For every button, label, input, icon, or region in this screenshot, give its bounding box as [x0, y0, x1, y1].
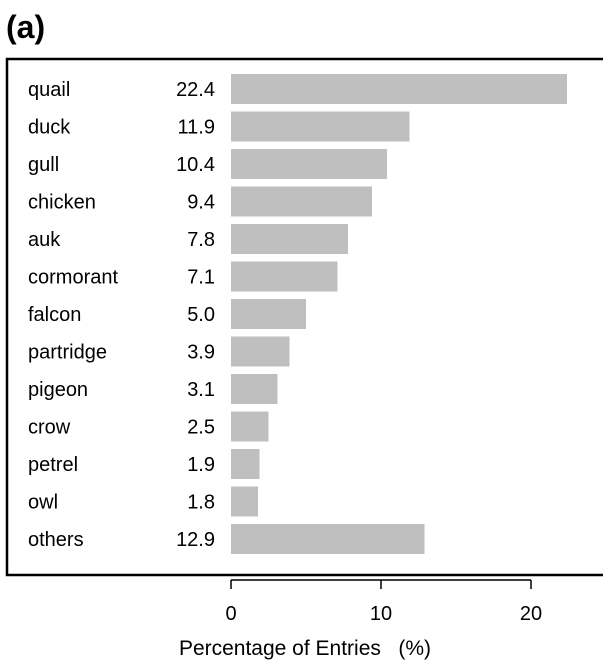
bar-crow	[231, 411, 269, 442]
bar-chicken	[231, 186, 372, 217]
category-labels: quail duck gull chicken auk cormorant falcon pa…	[28, 79, 118, 551]
category-label-auk: auk	[28, 229, 61, 251]
value-label-petrel: 1.9	[187, 454, 215, 476]
bar-partridge	[231, 336, 290, 367]
category-label-chicken: chicken	[28, 192, 96, 214]
value-label-others: 12.9	[176, 529, 215, 551]
category-label-falcon: falcon	[28, 304, 81, 326]
panel-label: (a)	[6, 9, 45, 45]
value-label-pigeon: 3.1	[187, 379, 215, 401]
category-label-others: others	[28, 529, 84, 551]
bars-group	[231, 74, 567, 554]
category-label-petrel: petrel	[28, 454, 78, 476]
bar-gull	[231, 149, 387, 179]
plot-frame	[5, 57, 603, 577]
category-label-partridge: partridge	[28, 342, 107, 364]
category-label-crow: crow	[28, 417, 71, 439]
bar-duck	[231, 111, 410, 142]
value-label-auk: 7.8	[187, 229, 215, 251]
x-tick-label-10: 10	[370, 603, 392, 625]
value-label-crow: 2.5	[187, 417, 215, 439]
bar-others	[231, 524, 425, 554]
value-label-falcon: 5.0	[187, 304, 215, 326]
x-tick-label-0: 0	[225, 603, 236, 625]
value-label-chicken: 9.4	[187, 192, 215, 214]
bar-quail	[231, 74, 567, 104]
value-label-cormorant: 7.1	[187, 267, 215, 289]
x-tick-label-20: 20	[520, 603, 542, 625]
category-label-cormorant: cormorant	[28, 267, 118, 289]
value-label-quail: 22.4	[176, 79, 215, 101]
x-axis-title: Percentage of Entries (%)	[179, 637, 431, 660]
category-label-owl: owl	[28, 492, 58, 514]
bar-owl	[231, 486, 258, 517]
bar-falcon	[231, 299, 306, 329]
bar-auk	[231, 224, 348, 254]
category-label-pigeon: pigeon	[28, 379, 88, 401]
value-label-gull: 10.4	[176, 154, 215, 176]
value-labels: 22.4 11.9 10.4 9.4 7.8 7.1 5.0 3.9 3.1 2.5 1.9 1.8 1…	[176, 79, 215, 551]
category-label-gull: gull	[28, 154, 59, 176]
category-label-quail: quail	[28, 79, 70, 101]
value-label-owl: 1.8	[187, 492, 215, 514]
value-label-partridge: 3.9	[187, 342, 215, 364]
x-axis-ticks: 0 10 20	[225, 580, 542, 625]
category-label-duck: duck	[28, 117, 71, 139]
bar-cormorant	[231, 261, 338, 292]
value-label-duck: 11.9	[178, 117, 215, 139]
bar-petrel	[231, 449, 260, 479]
bar-pigeon	[231, 374, 278, 404]
